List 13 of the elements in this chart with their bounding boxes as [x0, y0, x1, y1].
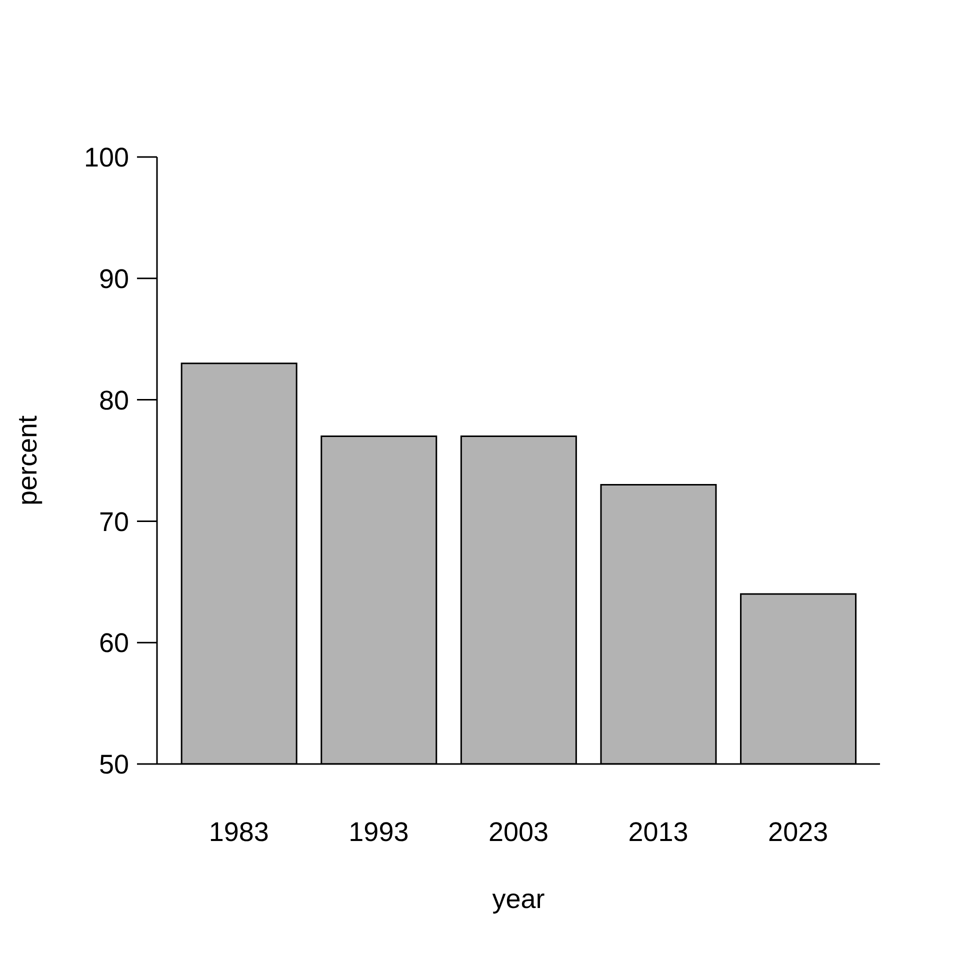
y-tick-label: 100: [84, 142, 129, 173]
y-tick-label: 90: [98, 264, 129, 294]
y-tick-label: 50: [98, 750, 129, 780]
x-tick-label: 1993: [348, 817, 409, 848]
y-tick-label: 80: [98, 385, 129, 416]
x-tick-label: 2023: [768, 817, 828, 848]
y-tick-label: 70: [98, 506, 129, 537]
x-tick-label: 2013: [628, 817, 688, 848]
x-tick-label: 1983: [208, 817, 269, 848]
y-axis-title: percent: [12, 414, 43, 506]
y-tick-label: 60: [98, 628, 129, 658]
x-tick-label: 2003: [488, 817, 549, 848]
x-axis-title: year: [492, 884, 545, 914]
